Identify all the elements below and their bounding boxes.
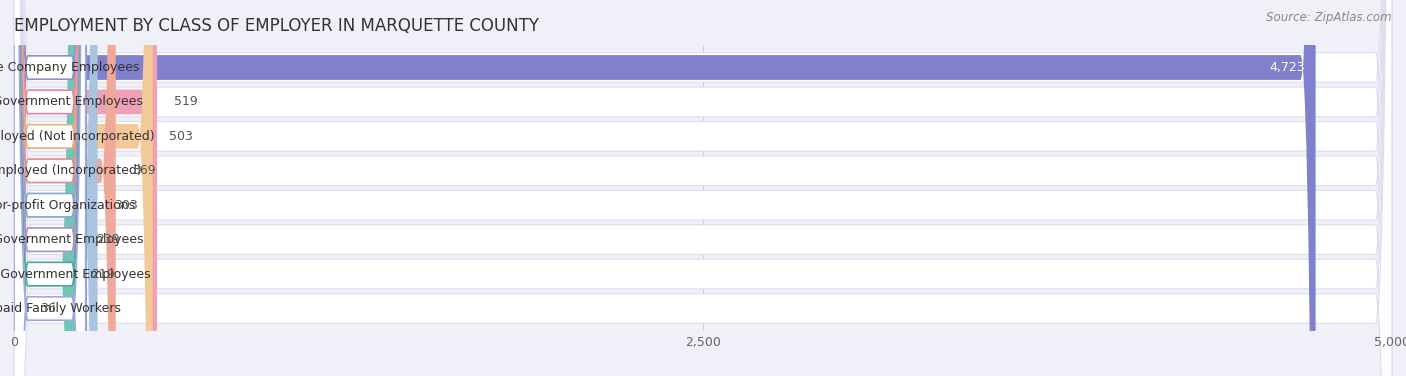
- FancyBboxPatch shape: [14, 0, 1392, 376]
- Text: Self-Employed (Not Incorporated): Self-Employed (Not Incorporated): [0, 130, 155, 143]
- Text: Federal Government Employees: Federal Government Employees: [0, 268, 150, 280]
- Text: State Government Employees: State Government Employees: [0, 233, 143, 246]
- FancyBboxPatch shape: [14, 0, 86, 376]
- FancyBboxPatch shape: [14, 0, 86, 376]
- FancyBboxPatch shape: [14, 0, 86, 376]
- Text: Not-for-profit Organizations: Not-for-profit Organizations: [0, 199, 135, 212]
- FancyBboxPatch shape: [14, 0, 86, 376]
- Text: EMPLOYMENT BY CLASS OF EMPLOYER IN MARQUETTE COUNTY: EMPLOYMENT BY CLASS OF EMPLOYER IN MARQU…: [14, 17, 538, 35]
- FancyBboxPatch shape: [14, 0, 86, 376]
- FancyBboxPatch shape: [14, 0, 1392, 376]
- Text: Unpaid Family Workers: Unpaid Family Workers: [0, 302, 121, 315]
- FancyBboxPatch shape: [14, 0, 1392, 376]
- FancyBboxPatch shape: [14, 0, 86, 376]
- Text: Self-Employed (Incorporated): Self-Employed (Incorporated): [0, 164, 142, 177]
- Text: 239: 239: [97, 233, 120, 246]
- Text: Private Company Employees: Private Company Employees: [0, 61, 139, 74]
- Text: 4,723: 4,723: [1270, 61, 1305, 74]
- FancyBboxPatch shape: [14, 0, 97, 376]
- Text: 519: 519: [173, 96, 197, 108]
- Text: 36: 36: [41, 302, 56, 315]
- Text: Local Government Employees: Local Government Employees: [0, 96, 143, 108]
- FancyBboxPatch shape: [14, 0, 153, 376]
- FancyBboxPatch shape: [8, 0, 30, 376]
- Text: 369: 369: [132, 164, 156, 177]
- FancyBboxPatch shape: [14, 0, 86, 376]
- FancyBboxPatch shape: [14, 0, 1392, 376]
- FancyBboxPatch shape: [14, 0, 1392, 376]
- FancyBboxPatch shape: [14, 0, 157, 376]
- FancyBboxPatch shape: [14, 0, 1392, 376]
- Text: 219: 219: [91, 268, 114, 280]
- FancyBboxPatch shape: [14, 0, 1316, 376]
- FancyBboxPatch shape: [14, 0, 80, 376]
- FancyBboxPatch shape: [14, 0, 115, 376]
- FancyBboxPatch shape: [14, 0, 1392, 376]
- Text: Source: ZipAtlas.com: Source: ZipAtlas.com: [1267, 11, 1392, 24]
- FancyBboxPatch shape: [14, 0, 75, 376]
- FancyBboxPatch shape: [14, 0, 86, 376]
- Text: 503: 503: [169, 130, 193, 143]
- Text: 303: 303: [114, 199, 138, 212]
- FancyBboxPatch shape: [14, 0, 1392, 376]
